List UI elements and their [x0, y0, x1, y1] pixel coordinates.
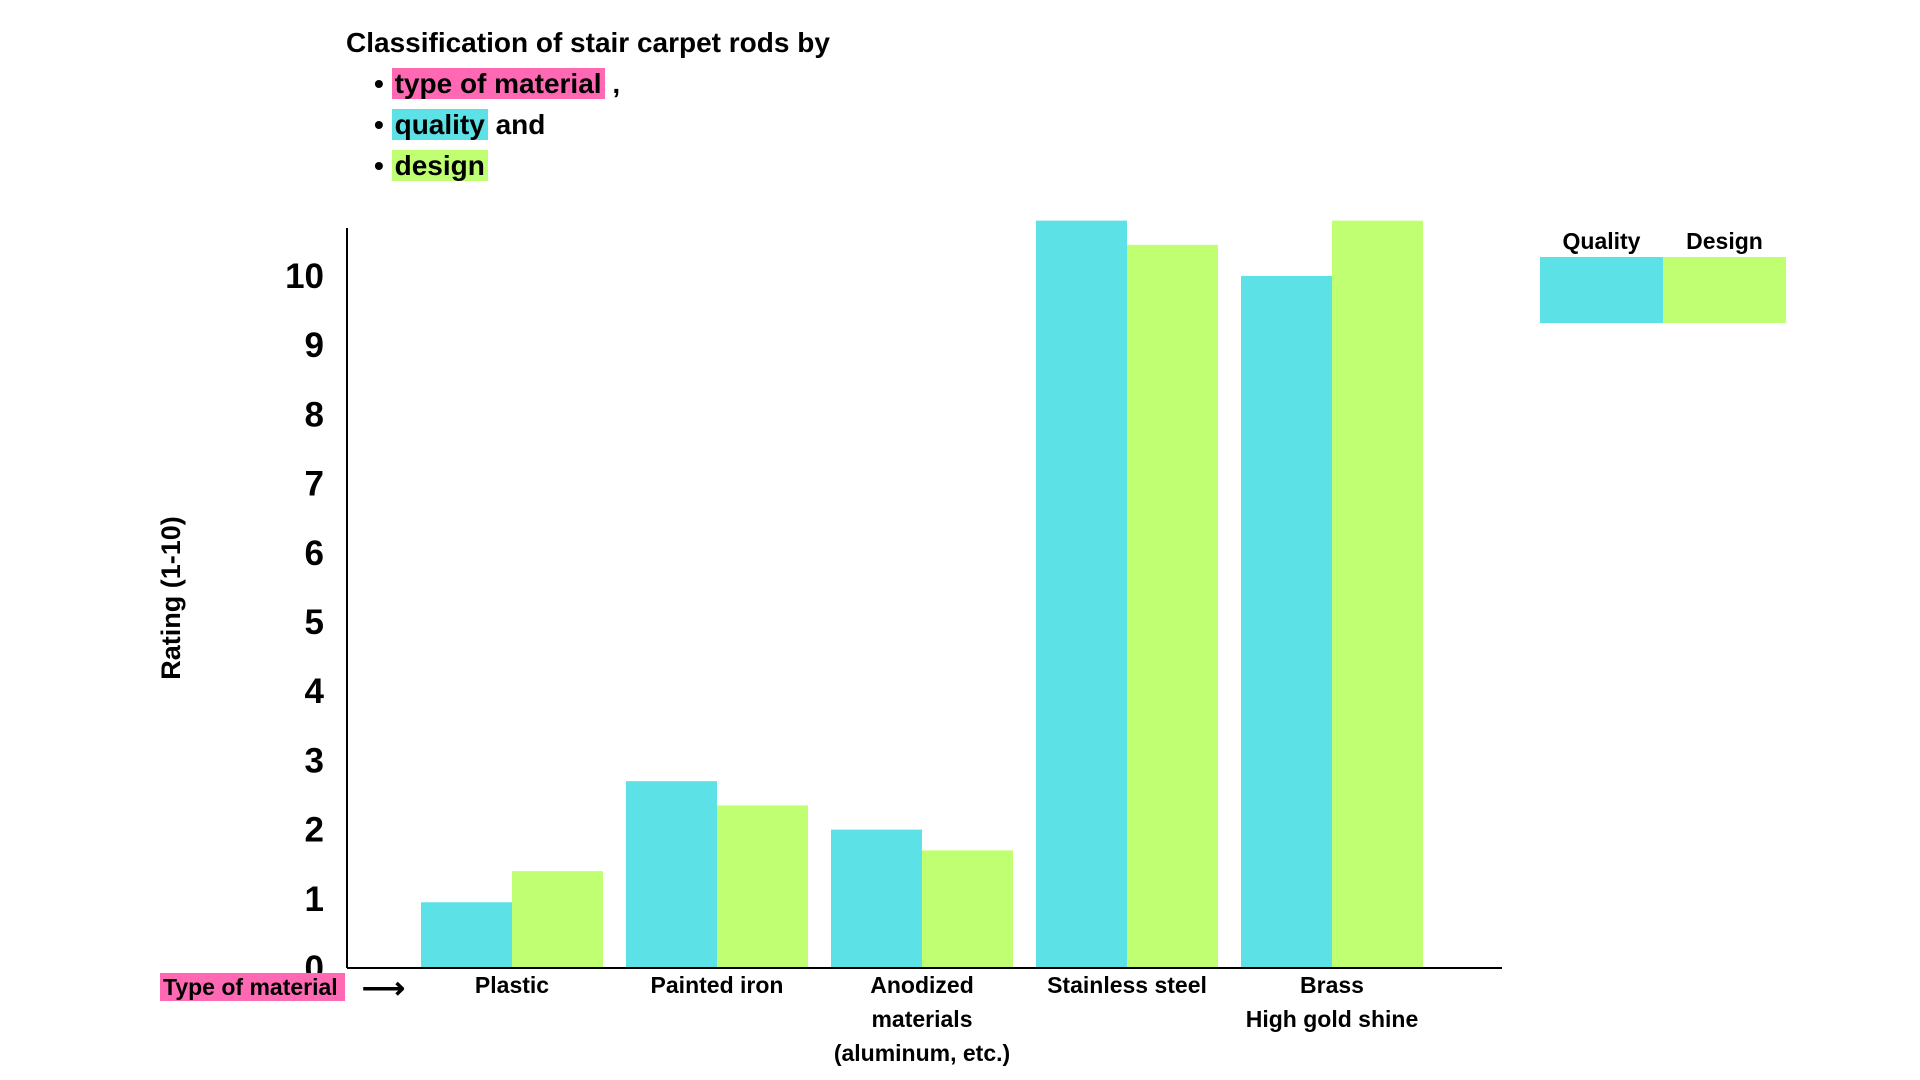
highlight-design: design [391, 150, 488, 181]
y-axis-title: Rating (1-10) [156, 516, 186, 680]
y-tick-label-2: 2 [305, 811, 324, 850]
bar-design-0 [512, 871, 603, 968]
x-axis-title: Type of material [163, 974, 338, 1000]
highlight-quality: quality [391, 109, 488, 140]
bar-design-2 [922, 850, 1013, 968]
y-tick-label-6: 6 [305, 534, 324, 573]
title-bullet-quality: • quality and [346, 104, 830, 145]
y-tick-label-10: 10 [285, 257, 324, 296]
bullet-suffix: and [487, 109, 546, 140]
x-tick-label-2-0: Anodized [870, 972, 974, 998]
bullet-suffix: , [604, 68, 621, 99]
bar-quality-3 [1036, 220, 1127, 968]
title-bullet-design: • design [346, 145, 830, 186]
bullet-glyph: • [374, 109, 384, 140]
x-tick-label-2-2: (aluminum, etc.) [834, 1040, 1010, 1066]
y-tick-label-4: 4 [305, 672, 325, 711]
legend-label-quality: Quality [1563, 228, 1641, 254]
y-tick-label-3: 3 [305, 741, 324, 780]
x-tick-label-3-0: Stainless steel [1047, 972, 1207, 998]
bar-design-3 [1127, 244, 1218, 969]
legend-swatch-design [1663, 257, 1786, 323]
x-tick-label-0-0: Plastic [475, 972, 549, 998]
bar-quality-1 [626, 781, 717, 968]
y-tick-label-1: 1 [305, 880, 324, 919]
y-tick-label-9: 9 [305, 326, 324, 365]
bullet-glyph: • [374, 150, 384, 181]
bullet-glyph: • [374, 68, 384, 99]
legend-swatch-quality [1540, 257, 1663, 323]
title-bullet-material: • type of material , [346, 63, 830, 104]
y-tick-label-5: 5 [305, 603, 324, 642]
bar-quality-0 [421, 902, 512, 968]
legend-label-design: Design [1686, 228, 1763, 254]
chart-title: Classification of stair carpet rods by •… [346, 22, 830, 186]
bar-quality-4 [1241, 276, 1332, 968]
bar-design-1 [717, 805, 808, 968]
y-tick-label-7: 7 [305, 465, 324, 504]
x-axis-arrow-icon: ⟶ [362, 972, 405, 1005]
title-line: Classification of stair carpet rods by [346, 27, 830, 58]
bar-quality-2 [831, 829, 922, 968]
x-tick-label-2-1: materials [871, 1006, 972, 1032]
x-tick-label-1-0: Painted iron [651, 972, 784, 998]
x-tick-label-4-0: Brass [1300, 972, 1364, 998]
bar-design-4 [1332, 220, 1423, 968]
highlight-type-of-material: type of material [391, 68, 605, 99]
y-tick-label-8: 8 [305, 395, 324, 434]
x-axis-title-highlight [160, 973, 345, 1001]
x-tick-label-4-1: High gold shine [1246, 1006, 1419, 1032]
